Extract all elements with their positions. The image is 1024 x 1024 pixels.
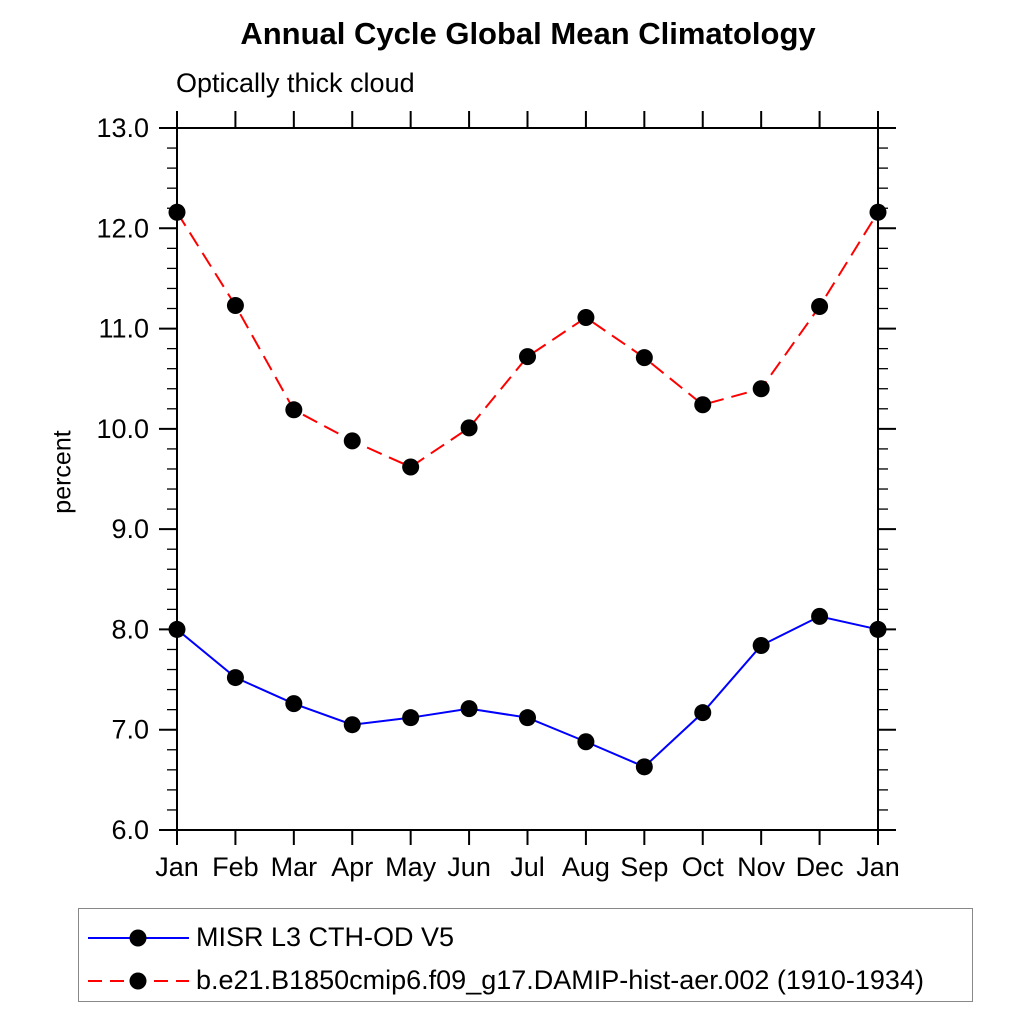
plot-subtitle: Optically thick cloud bbox=[176, 68, 415, 98]
svg-text:11.0: 11.0 bbox=[98, 314, 149, 344]
svg-text:Nov: Nov bbox=[737, 852, 786, 882]
svg-text:Jun: Jun bbox=[447, 852, 491, 882]
svg-text:Oct: Oct bbox=[682, 852, 725, 882]
svg-text:Mar: Mar bbox=[271, 852, 318, 882]
svg-text:13.0: 13.0 bbox=[96, 113, 149, 143]
svg-text:10.0: 10.0 bbox=[96, 414, 149, 444]
legend-key-dashed-line-icon bbox=[88, 972, 189, 989]
svg-text:6.0: 6.0 bbox=[111, 815, 149, 845]
svg-text:Dec: Dec bbox=[796, 852, 844, 882]
legend-item-model: b.e21.B1850cmip6.f09_g17.DAMIP-hist-aer.… bbox=[79, 959, 972, 1002]
svg-text:9.0: 9.0 bbox=[111, 514, 149, 544]
svg-text:12.0: 12.0 bbox=[96, 213, 149, 243]
svg-text:Jan: Jan bbox=[155, 852, 199, 882]
svg-text:Apr: Apr bbox=[331, 852, 373, 882]
legend-label-model: b.e21.B1850cmip6.f09_g17.DAMIP-hist-aer.… bbox=[196, 965, 924, 995]
svg-text:7.0: 7.0 bbox=[111, 715, 149, 745]
page-title: Annual Cycle Global Mean Climatology bbox=[240, 16, 816, 51]
svg-text:Jul: Jul bbox=[510, 852, 545, 882]
legend-key-solid-line-icon bbox=[88, 929, 189, 946]
svg-text:Sep: Sep bbox=[620, 852, 668, 882]
legend-label-misr: MISR L3 CTH-OD V5 bbox=[196, 922, 455, 952]
svg-text:Feb: Feb bbox=[212, 852, 259, 882]
legend: MISR L3 CTH-OD V5 b.e21.B1850cmip6.f09_g… bbox=[78, 908, 973, 1002]
y-axis-title: percent bbox=[48, 430, 77, 514]
svg-text:Aug: Aug bbox=[562, 852, 610, 882]
svg-text:Jan: Jan bbox=[856, 852, 900, 882]
svg-text:8.0: 8.0 bbox=[111, 614, 149, 644]
legend-item-misr: MISR L3 CTH-OD V5 bbox=[79, 916, 972, 959]
svg-text:May: May bbox=[385, 852, 437, 882]
